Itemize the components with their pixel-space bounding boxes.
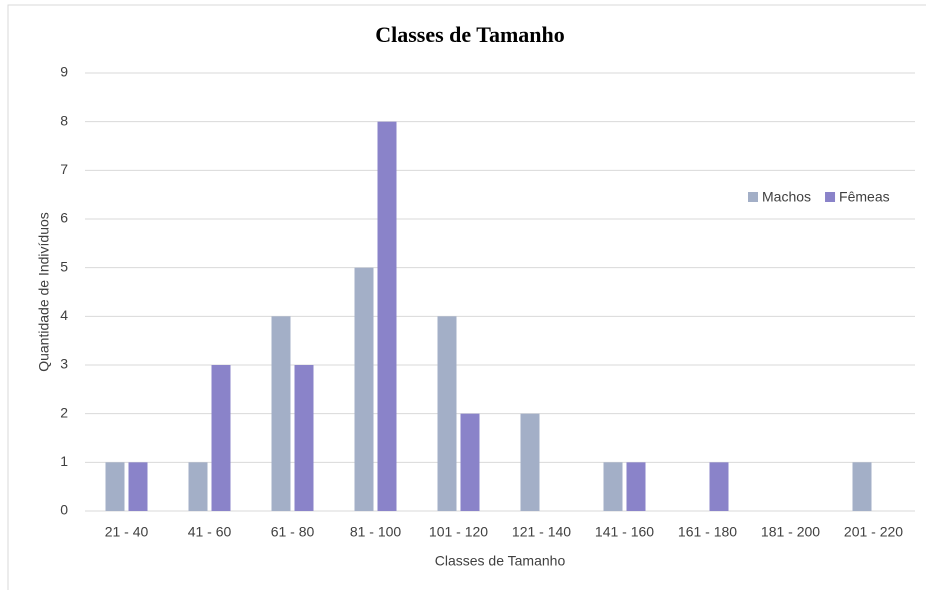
- y-tick-label: 7: [60, 161, 68, 177]
- bar: [709, 462, 729, 511]
- bar: [852, 462, 872, 511]
- bar: [188, 462, 208, 511]
- legend-label: Fêmeas: [839, 189, 890, 205]
- chart-title: Classes de Tamanho: [375, 22, 565, 47]
- x-tick-label: 201 - 220: [844, 524, 903, 540]
- y-tick-label: 1: [60, 453, 68, 469]
- y-tick-label: 4: [60, 307, 68, 323]
- y-tick-label: 9: [60, 64, 68, 80]
- x-axis-label: Classes de Tamanho: [435, 553, 566, 569]
- x-tick-label: 101 - 120: [429, 524, 488, 540]
- y-tick-label: 0: [60, 502, 68, 518]
- y-axis-label: Quantidade de Indivíduos: [36, 212, 52, 372]
- x-tick-label: 81 - 100: [350, 524, 402, 540]
- y-tick-label: 8: [60, 112, 68, 128]
- bar: [377, 121, 397, 512]
- x-tick-label: 141 - 160: [595, 524, 654, 540]
- bar: [437, 316, 457, 511]
- bar: [603, 462, 623, 511]
- legend-label: Machos: [762, 189, 811, 205]
- y-tick-label: 5: [60, 258, 68, 274]
- x-tick-label: 121 - 140: [512, 524, 571, 540]
- x-tick-label: 181 - 200: [761, 524, 820, 540]
- x-tick-label: 161 - 180: [678, 524, 737, 540]
- legend-swatch: [748, 192, 758, 202]
- legend-swatch: [825, 192, 836, 202]
- bar: [626, 462, 646, 511]
- y-tick-label: 3: [60, 356, 68, 372]
- x-tick-label: 21 - 40: [105, 524, 149, 540]
- bar: [105, 462, 125, 511]
- bar: [211, 365, 231, 511]
- bar: [294, 365, 314, 511]
- bar: [460, 413, 480, 511]
- bar: [354, 267, 374, 511]
- y-tick-label: 2: [60, 404, 68, 420]
- x-tick-label: 61 - 80: [271, 524, 315, 540]
- x-tick-label: 41 - 60: [188, 524, 232, 540]
- bar: [271, 316, 291, 511]
- y-tick-label: 6: [60, 210, 68, 226]
- bar: [128, 462, 148, 511]
- bar: [520, 413, 540, 511]
